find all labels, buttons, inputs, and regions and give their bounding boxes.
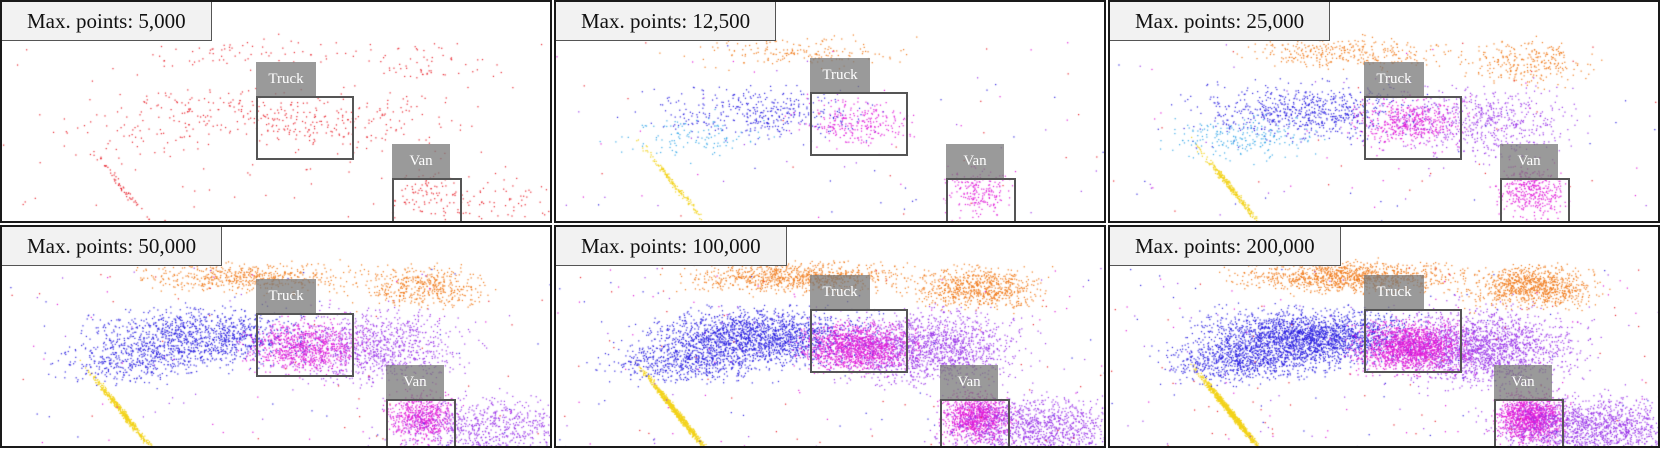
panel-caption: Max. points: 100,000 [556,227,787,266]
panel-3: Truck Van Max. points: 25,000 [1108,0,1660,223]
van-label: Van [940,365,998,399]
van-label: Van [1494,365,1552,399]
van-label: Van [392,144,450,178]
van-box [386,399,456,446]
truck-label: Truck [810,58,870,92]
truck-box [810,92,908,156]
truck-box [256,96,354,160]
panel-6: Truck Van Max. points: 200,000 [1108,225,1660,448]
van-label: Van [946,144,1004,178]
panel-4: Truck Van Max. points: 50,000 [0,225,552,448]
panel-caption: Max. points: 5,000 [2,2,212,41]
panel-caption: Max. points: 200,000 [1110,227,1341,266]
truck-label: Truck [810,275,870,309]
panel-caption: Max. points: 25,000 [1110,2,1331,41]
panel-5: Truck Van Max. points: 100,000 [554,225,1106,448]
panel-1: Truck Van Max. points: 5,000 [0,0,552,223]
van-label: Van [386,365,444,399]
truck-box [810,309,908,373]
truck-box [1364,309,1462,373]
van-box [392,178,462,221]
truck-label: Truck [1364,275,1424,309]
truck-label: Truck [256,279,316,313]
truck-label: Truck [1364,62,1424,96]
van-box [1500,178,1570,221]
truck-box [1364,96,1462,160]
truck-label: Truck [256,62,316,96]
van-box [1494,399,1564,446]
van-box [940,399,1010,446]
van-label: Van [1500,144,1558,178]
panel-caption: Max. points: 12,500 [556,2,777,41]
panel-caption: Max. points: 50,000 [2,227,223,266]
van-box [946,178,1016,221]
truck-box [256,313,354,377]
panel-2: Truck Van Max. points: 12,500 [554,0,1106,223]
